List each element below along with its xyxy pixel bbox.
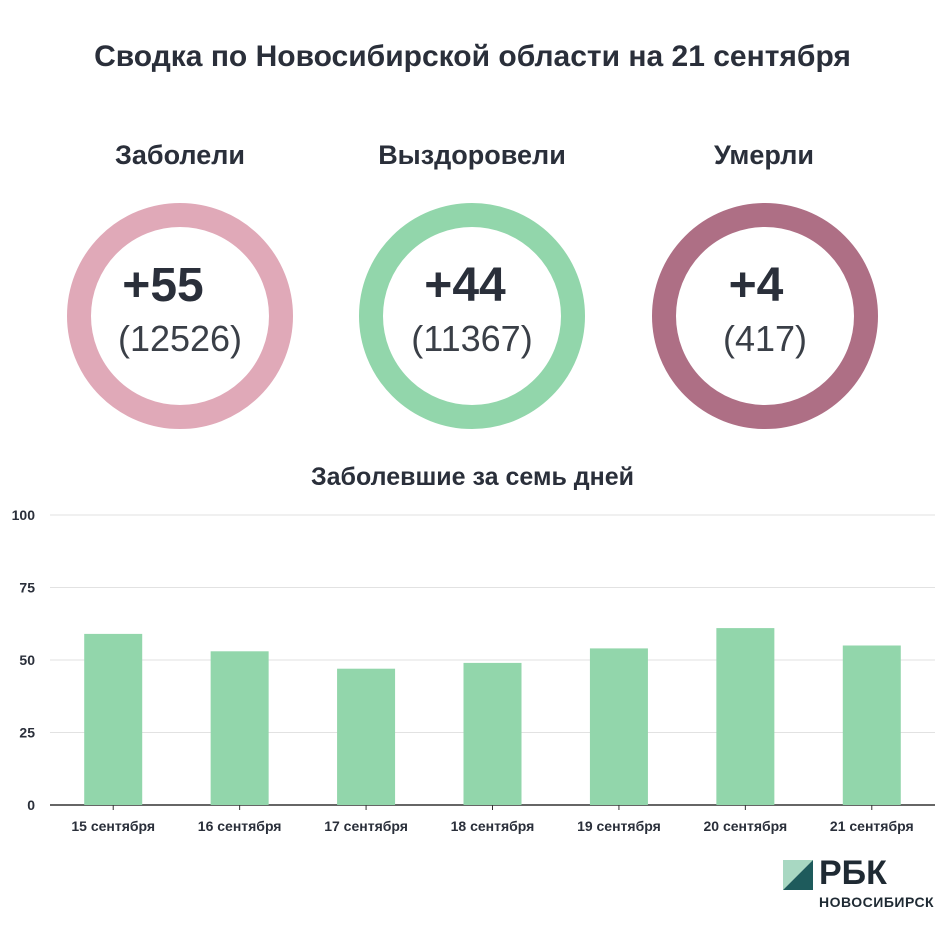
x-tick-label: 18 сентября [451, 818, 535, 834]
bar-chart: 0 25 50 75 100 15 сентября 16 сентября 17 сентя… [12, 507, 935, 834]
ring-infected [67, 203, 293, 429]
bar [337, 668, 396, 805]
bar [210, 651, 269, 805]
y-tick-label: 75 [19, 580, 35, 596]
stat-label-infected: Заболели [115, 140, 245, 170]
stat-total-recovered: (11367) [411, 318, 533, 359]
stat-total-deaths: (417) [722, 318, 808, 359]
stat-label-deaths: Умерли [713, 140, 814, 170]
x-tick-label: 15 сентября [71, 818, 155, 834]
stat-total-infected: (12526) [117, 318, 243, 359]
y-tick-label: 0 [27, 797, 35, 813]
y-tick-label: 25 [19, 725, 35, 741]
x-tick-label: 16 сентября [198, 818, 282, 834]
logo-subtitle: НОВОСИБИРСК [819, 894, 935, 910]
stat-delta-recovered: +44 [424, 259, 506, 312]
bar [716, 628, 775, 805]
chart-title: Заболевшие за семь дней [310, 463, 634, 491]
y-tick-label: 50 [19, 652, 35, 668]
logo-text: РБК [819, 854, 887, 892]
stat-delta-infected: +55 [122, 259, 204, 312]
ring-deaths [652, 203, 878, 429]
x-tick-label: 17 сентября [324, 818, 408, 834]
page-title: Сводка по Новосибирской области на 21 се… [94, 40, 851, 73]
x-tick-label: 21 сентября [830, 818, 914, 834]
bar [463, 662, 522, 805]
bar [84, 633, 143, 805]
rbc-logo-mark-icon [783, 860, 813, 890]
x-tick-label: 19 сентября [577, 818, 661, 834]
bar [842, 645, 901, 805]
stat-delta-deaths: +4 [728, 259, 784, 312]
stat-label-recovered: Выздоровели [378, 140, 566, 170]
bar [589, 648, 648, 805]
x-tick-label: 20 сентября [704, 818, 788, 834]
y-tick-label: 100 [12, 507, 36, 523]
ring-recovered [359, 203, 585, 429]
rbc-logo: РБК НОВОСИБИРСК [783, 854, 935, 914]
